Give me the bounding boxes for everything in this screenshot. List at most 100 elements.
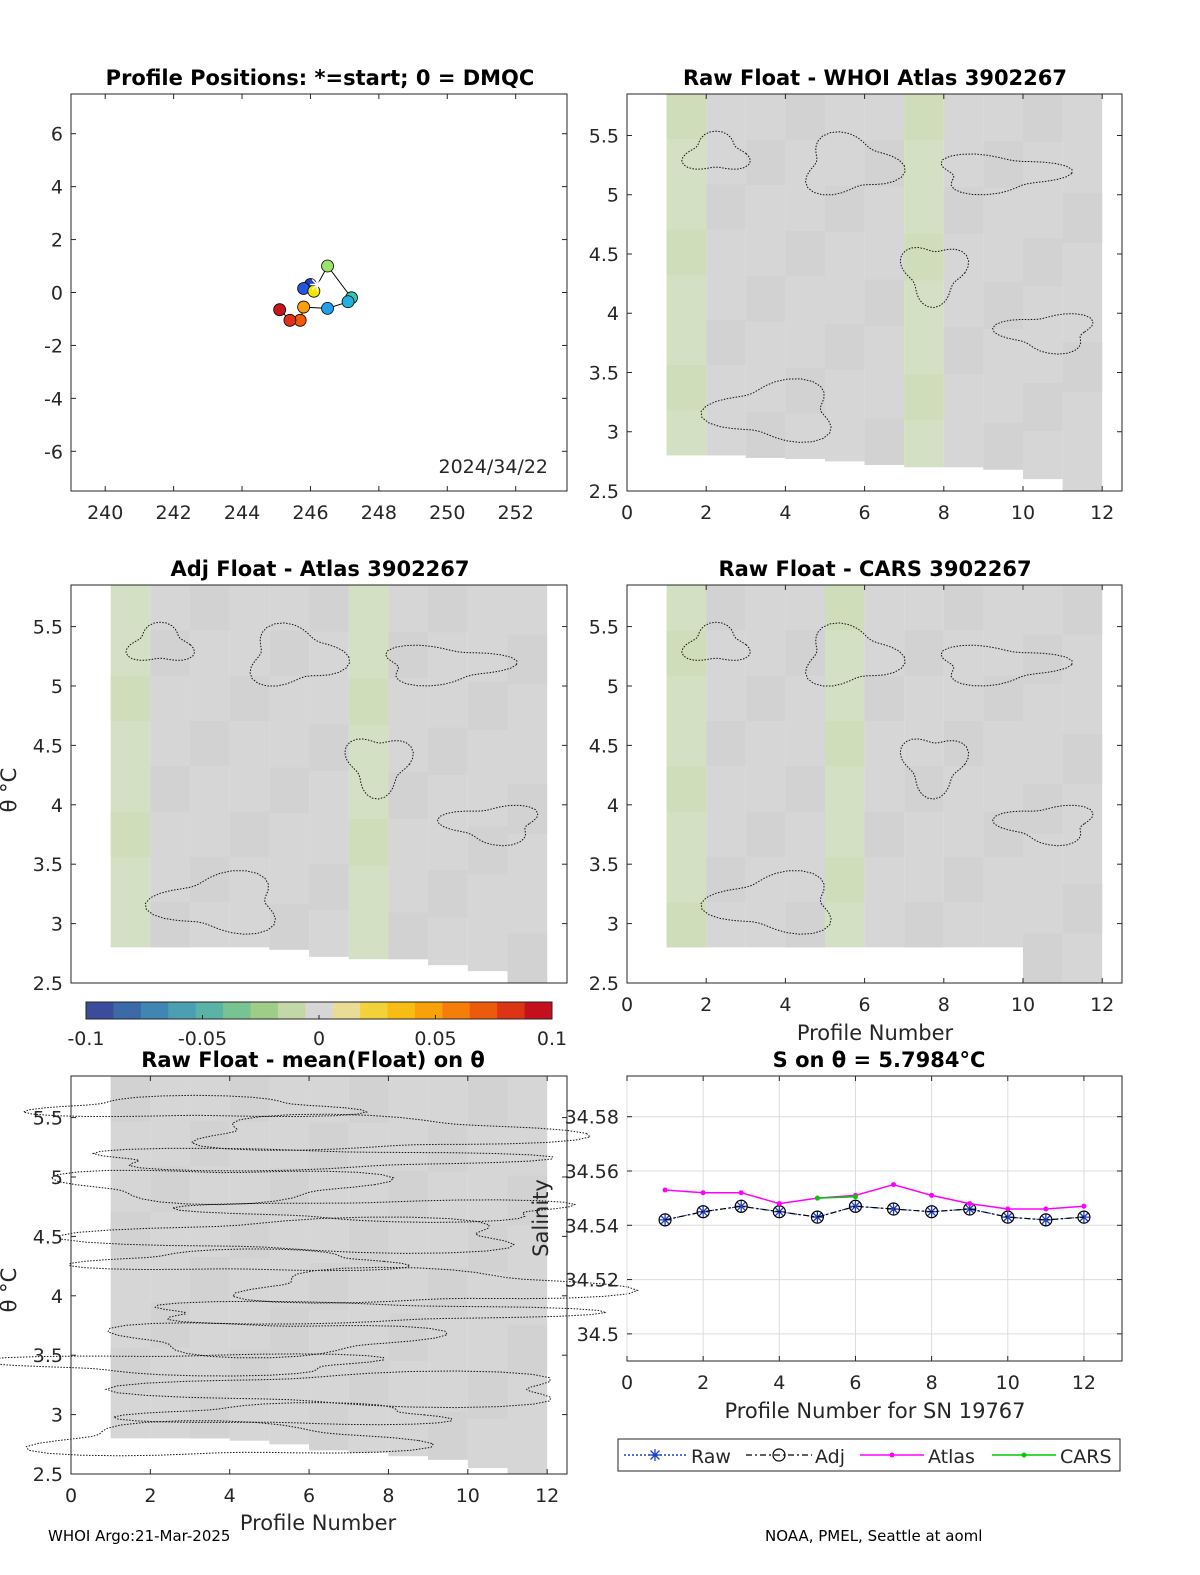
heatmap-cell-adj_atlas xyxy=(507,933,548,983)
heatmap-cell-raw_mean xyxy=(388,1171,429,1219)
y-tick-label-raw_cars: 5.5 xyxy=(589,617,619,639)
heatmap-cell-raw_mean xyxy=(428,1123,468,1172)
x-tick-label-raw_whoi: 2 xyxy=(700,502,712,524)
legend-adj-label: Adj xyxy=(815,1446,845,1468)
heatmap-cell-adj_atlas xyxy=(110,675,151,721)
profile-position-marker xyxy=(341,295,355,309)
x-tick-label-salinity: 2 xyxy=(697,1372,709,1394)
xlabel-raw-cars: Profile Number xyxy=(797,1021,954,1045)
colorbar-tick-label: -0.1 xyxy=(67,1028,104,1050)
y-tick-label-adj_atlas: 2.5 xyxy=(33,973,63,995)
series-line-atlas xyxy=(665,1183,1084,1210)
heatmap-cell-adj_atlas xyxy=(388,631,429,679)
x-tick-label-raw_cars: 4 xyxy=(779,994,791,1016)
atlas-point xyxy=(891,1182,897,1188)
heatmap-cell-adj_atlas xyxy=(309,724,349,771)
x-tick-label-raw_mean: 0 xyxy=(65,1485,77,1507)
heatmap-cell-raw_cars xyxy=(706,856,746,903)
heatmap-cell-raw_cars xyxy=(864,811,905,857)
heatmap-cell-raw_cars xyxy=(745,811,786,857)
colorbar-tick-label: 0.1 xyxy=(537,1028,567,1050)
y-tick-label-raw_cars: 4.5 xyxy=(589,735,619,757)
atlas-point xyxy=(1005,1206,1011,1212)
heatmap-column-adj_atlas xyxy=(467,585,508,972)
raw-point xyxy=(887,1203,900,1215)
adj-point xyxy=(925,1205,939,1219)
heatmap-cell-raw_whoi xyxy=(864,418,905,465)
contour-adj_atlas xyxy=(385,644,518,687)
x-tick-label-raw_mean: 12 xyxy=(535,1485,559,1507)
heatmap-cell-raw_whoi xyxy=(666,229,707,275)
heatmap-cell-raw_mean xyxy=(110,1347,151,1394)
heatmap-cell-raw_mean xyxy=(309,1122,349,1170)
atlas-point xyxy=(776,1201,782,1207)
heatmap-cell-raw_cars xyxy=(864,675,905,721)
heatmap-cell-raw_cars xyxy=(666,630,707,676)
heatmap-cell-raw_mean xyxy=(190,1257,230,1303)
colorbar-swatch xyxy=(195,1002,224,1019)
colorbar-swatch xyxy=(387,1002,416,1019)
heatmap-cell-raw_mean xyxy=(229,1349,270,1396)
contour-raw_whoi xyxy=(700,378,832,443)
footer-left: WHOI Argo:21-Mar-2025 xyxy=(48,1527,230,1545)
contour-adj_atlas xyxy=(125,621,196,661)
heatmap-column-raw_whoi xyxy=(943,94,984,468)
x-tick-label-positions: 248 xyxy=(361,502,397,524)
heatmap-cell-raw_whoi xyxy=(1023,238,1063,287)
heatmap-cell-adj_atlas xyxy=(467,826,508,875)
xlabel-raw-mean: Profile Number xyxy=(240,1511,397,1535)
y-tick-label-positions: -2 xyxy=(44,335,63,357)
x-tick-label-raw_cars: 0 xyxy=(621,994,633,1016)
series-line-cars xyxy=(817,1196,856,1199)
x-tick-label-positions: 252 xyxy=(498,502,534,524)
cars-point xyxy=(814,1195,820,1201)
contour-raw_mean xyxy=(68,1248,412,1272)
y-tick-label-raw_cars: 3.5 xyxy=(589,854,619,876)
y-tick-label-adj_atlas: 4 xyxy=(51,795,63,817)
legend-raw-marker xyxy=(649,1449,661,1461)
heatmap-cell-raw_mean xyxy=(428,1411,468,1460)
contour-raw_mean xyxy=(25,1420,435,1457)
heatmap-cell-adj_atlas xyxy=(309,863,349,911)
contour-raw_cars xyxy=(940,644,1073,687)
colorbar-swatch xyxy=(168,1002,197,1019)
heatmap-cell-adj_atlas xyxy=(428,870,468,918)
y-tick-label-raw_whoi: 4 xyxy=(607,303,619,325)
data-marks xyxy=(273,259,1091,1227)
heatmap-cell-raw_whoi xyxy=(864,279,905,326)
heatmap-cell-adj_atlas xyxy=(150,630,191,676)
y-tick-label-raw_mean: 3 xyxy=(51,1405,63,1427)
colorbar-swatch xyxy=(414,1002,443,1019)
atlas-point xyxy=(700,1190,706,1196)
title-salinity: S on θ = 5.7984°C xyxy=(773,1048,986,1072)
heatmap-cell-raw_whoi xyxy=(706,184,746,230)
heatmap-cell-raw_mean xyxy=(269,1168,310,1215)
heatmap-cell-adj_atlas xyxy=(269,904,310,950)
adj-point xyxy=(886,1202,901,1216)
heatmap-cell-raw_whoi xyxy=(745,412,786,458)
x-tick-label-salinity: 0 xyxy=(621,1372,633,1394)
y-tick-label-raw_cars: 3 xyxy=(607,914,619,936)
heatmap-column-adj_atlas xyxy=(110,585,151,948)
raw-point xyxy=(1039,1213,1052,1226)
heatmap-column-raw_cars xyxy=(864,585,905,948)
heatmap-cell-adj_atlas xyxy=(150,766,191,812)
raw-point xyxy=(1001,1211,1014,1224)
x-tick-label-raw_mean: 6 xyxy=(303,1485,315,1507)
heatmap-cell-raw_mean xyxy=(190,1393,230,1439)
x-tick-label-raw_cars: 6 xyxy=(859,994,871,1016)
contour-raw_mean xyxy=(21,1094,369,1117)
heatmap-cell-adj_atlas xyxy=(110,811,151,857)
colorbar-swatch xyxy=(524,1002,553,1019)
heatmap-cell-raw_whoi xyxy=(745,275,786,322)
colorbar-swatch xyxy=(305,1002,334,1019)
contour-raw_whoi xyxy=(940,153,1073,196)
colorbar-tick-label: -0.05 xyxy=(178,1028,227,1050)
x-tick-label-raw_whoi: 4 xyxy=(779,502,791,524)
y-tick-label-raw_mean: 3.5 xyxy=(33,1345,63,1367)
heatmap-cell-raw_cars xyxy=(943,585,984,631)
colorbar-swatch xyxy=(360,1002,389,1019)
heatmap-cell-raw_mean xyxy=(507,1324,548,1375)
heatmap-cell-raw_cars xyxy=(943,856,984,903)
contour-raw_mean xyxy=(190,1113,592,1151)
